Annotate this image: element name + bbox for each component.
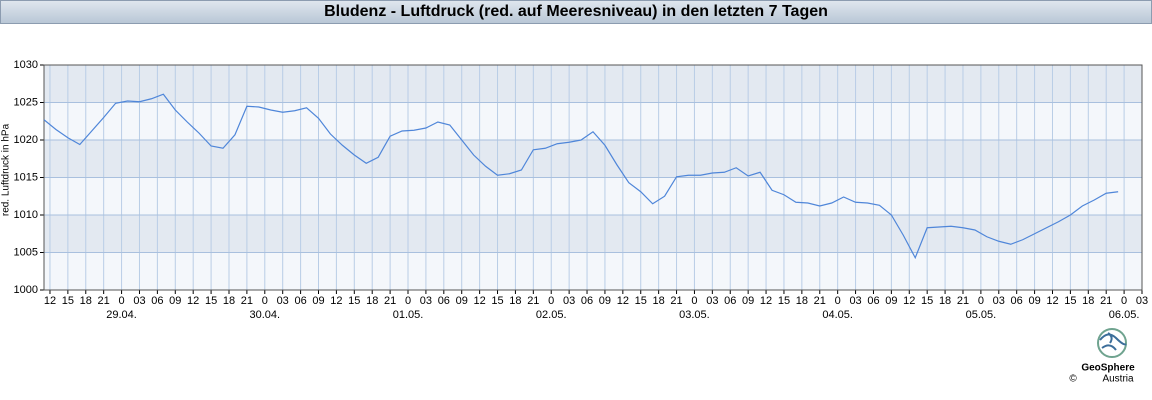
x-tick-label: 15 xyxy=(921,295,933,307)
x-tick-label: 06 xyxy=(294,295,306,307)
x-tick-label: 15 xyxy=(62,295,74,307)
x-tick-label: 0 xyxy=(1121,295,1127,307)
x-tick-label: 09 xyxy=(885,295,897,307)
x-tick-label: 21 xyxy=(527,295,539,307)
x-tick-label: 09 xyxy=(169,295,181,307)
x-tick-label: 06 xyxy=(1011,295,1023,307)
plot-border xyxy=(43,64,1143,291)
date-label: 03.05. xyxy=(679,309,710,321)
x-tick-label: 18 xyxy=(80,295,92,307)
y-tick-label: 1005 xyxy=(14,246,38,258)
x-tick-label: 0 xyxy=(835,295,841,307)
date-label: 06.05. xyxy=(1109,309,1140,321)
x-tick-label: 15 xyxy=(205,295,217,307)
grid-band xyxy=(44,65,1142,103)
x-tick-label: 06 xyxy=(581,295,593,307)
x-tick-label: 12 xyxy=(903,295,915,307)
x-tick-label: 03 xyxy=(706,295,718,307)
x-tick-label: 06 xyxy=(438,295,450,307)
x-tick-label: 09 xyxy=(1028,295,1040,307)
x-tick-label: 0 xyxy=(548,295,554,307)
data-line xyxy=(43,93,1119,260)
x-tick-label: 09 xyxy=(742,295,754,307)
x-tick-label: 0 xyxy=(978,295,984,307)
chart-title: Bludenz - Luftdruck (red. auf Meeresnive… xyxy=(0,0,1152,24)
x-tick-label: 21 xyxy=(241,295,253,307)
x-tick-label: 12 xyxy=(330,295,342,307)
x-tick-label: 21 xyxy=(670,295,682,307)
x-tick-label: 0 xyxy=(119,295,125,307)
x-tick-label: 06 xyxy=(151,295,163,307)
x-tick-label: 15 xyxy=(778,295,790,307)
x-tick-label: 12 xyxy=(617,295,629,307)
x-tick-label: 15 xyxy=(348,295,360,307)
x-tick-label: 18 xyxy=(939,295,951,307)
x-tick-label: 18 xyxy=(366,295,378,307)
x-tick-label: 09 xyxy=(599,295,611,307)
x-tick-label: 03 xyxy=(563,295,575,307)
y-tick-label: 1000 xyxy=(14,284,38,296)
x-tick-label: 0 xyxy=(405,295,411,307)
x-tick-label: 0 xyxy=(691,295,697,307)
y-tick-label: 1025 xyxy=(14,96,38,108)
logo-ring xyxy=(1097,328,1127,358)
date-label: 30.04. xyxy=(249,309,280,321)
date-label: 02.05. xyxy=(536,309,567,321)
x-tick-label: 21 xyxy=(384,295,396,307)
x-tick-label: 09 xyxy=(456,295,468,307)
plot-area xyxy=(44,64,1143,291)
x-tick-label: 06 xyxy=(724,295,736,307)
y-tick-label: 1015 xyxy=(14,171,38,183)
x-tick-label: 18 xyxy=(796,295,808,307)
x-tick-label: 18 xyxy=(1082,295,1094,307)
x-tick-label: 12 xyxy=(760,295,772,307)
y-tick-label: 1020 xyxy=(14,134,38,146)
x-tick-label: 12 xyxy=(473,295,485,307)
x-tick-label: 15 xyxy=(491,295,503,307)
copyright: © xyxy=(1069,374,1077,385)
x-tick-label: 03 xyxy=(420,295,432,307)
x-tick-label: 03 xyxy=(277,295,289,307)
date-label: 05.05. xyxy=(966,309,997,321)
x-tick-label: 06 xyxy=(867,295,879,307)
y-tick-label: 1010 xyxy=(14,209,38,221)
x-tick-label: 18 xyxy=(223,295,235,307)
x-tick-label: 12 xyxy=(44,295,56,307)
x-tick-label: 12 xyxy=(187,295,199,307)
x-tick-label: 09 xyxy=(312,295,324,307)
x-tick-label: 15 xyxy=(635,295,647,307)
x-tick-label: 18 xyxy=(653,295,665,307)
x-tick-label: 03 xyxy=(133,295,145,307)
logo-name: GeoSphere xyxy=(1081,363,1135,374)
date-label: 29.04. xyxy=(106,309,137,321)
x-tick-label: 0 xyxy=(262,295,268,307)
logo: GeoSphere Austria © xyxy=(1069,328,1135,385)
grid-band xyxy=(44,215,1142,253)
x-tick-label: 03 xyxy=(849,295,861,307)
x-tick-label: 03 xyxy=(993,295,1005,307)
x-tick-label: 21 xyxy=(814,295,826,307)
x-tick-label: 12 xyxy=(1046,295,1058,307)
date-label: 01.05. xyxy=(393,309,424,321)
x-tick-label: 21 xyxy=(1100,295,1112,307)
grid-band xyxy=(44,140,1142,178)
x-tick-label: 03 xyxy=(1136,295,1148,307)
x-tick-label: 21 xyxy=(957,295,969,307)
logo-swirl xyxy=(1099,332,1127,351)
y-axis-label: red. Luftdruck in hPa xyxy=(1,123,12,216)
x-tick-label: 21 xyxy=(98,295,110,307)
date-label: 04.05. xyxy=(822,309,853,321)
x-tick-label: 15 xyxy=(1064,295,1076,307)
x-tick-label: 18 xyxy=(509,295,521,307)
y-tick-label: 1030 xyxy=(14,59,38,71)
logo-sub: Austria xyxy=(1102,374,1134,385)
